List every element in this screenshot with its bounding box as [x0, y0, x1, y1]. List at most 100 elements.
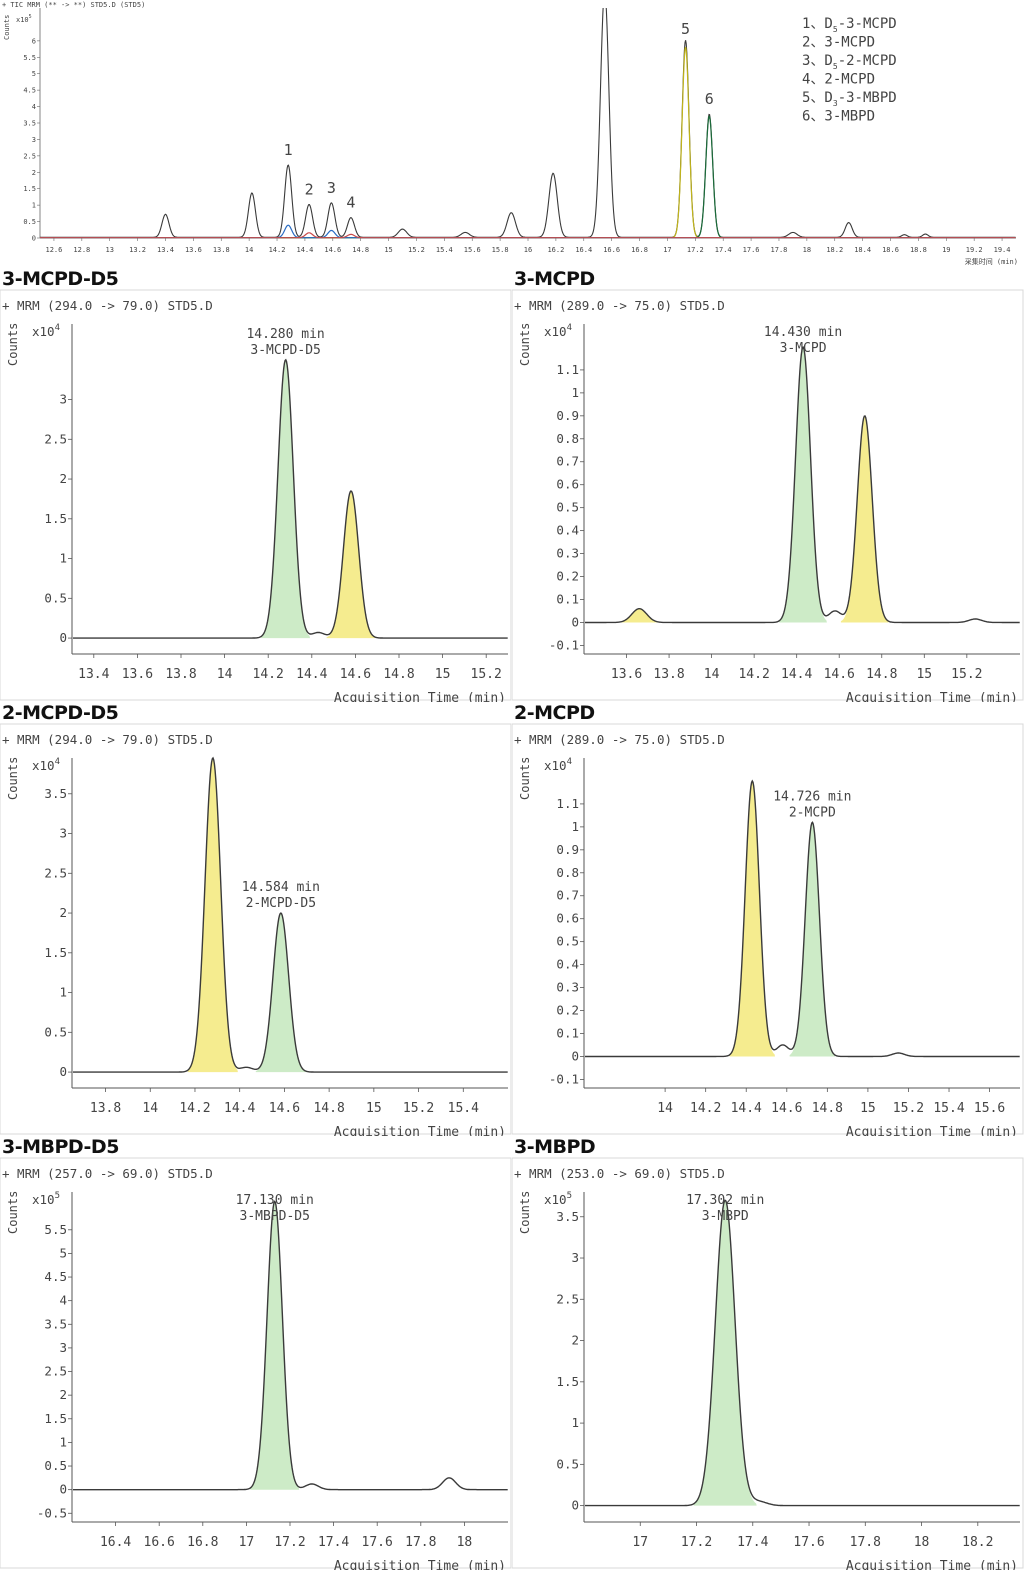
y-tick-label: 2.5 — [556, 1291, 579, 1306]
x-tick-label: 14.8 — [866, 667, 897, 682]
trace-line — [73, 756, 508, 1073]
trace-line — [73, 1200, 508, 1491]
x-tick-label: 15 — [860, 1101, 876, 1116]
tic-x-tick-label: 12.6 — [46, 246, 63, 254]
y-tick-label: 0 — [59, 1064, 67, 1079]
tic-x-tick-label: 13.4 — [157, 246, 174, 254]
x-tick-label: 17 — [239, 1535, 255, 1550]
tic-peak-label: 5 — [681, 20, 690, 38]
tic-x-tick-label: 13.6 — [185, 246, 202, 254]
x-tick-label: 15.6 — [974, 1101, 1005, 1116]
mrm-chart: + MRM (289.0 -> 75.0) STD5.D Counts x104 -0… — [512, 723, 1024, 1136]
legend-item: 4、2-MCPD — [802, 72, 875, 88]
x-tick-label: 17 — [632, 1535, 648, 1550]
x-tick-label: 15 — [916, 667, 932, 682]
x-tick-label: 15 — [366, 1101, 382, 1116]
tic-x-tick-label: 19.2 — [966, 246, 983, 254]
x-tick-label: 15.4 — [448, 1101, 479, 1116]
panel-ylabel: Counts — [518, 757, 532, 800]
y-tick-label: -0.5 — [37, 1505, 67, 1520]
y-tick-label: 0.5 — [556, 500, 579, 515]
mrm-panel: + MRM (257.0 -> 69.0) STD5.D Counts x105 -0… — [0, 1136, 512, 1570]
mrm-panel: + MRM (294.0 -> 79.0) STD5.D Counts x104 0 0… — [0, 268, 512, 702]
tic-x-tick-label: 18.6 — [882, 246, 899, 254]
x-tick-label: 14.2 — [253, 667, 284, 682]
tic-multiplier: x105 — [16, 14, 32, 24]
tic-x-tick-label: 17 — [663, 246, 671, 254]
y-tick-label: 2 — [59, 471, 67, 486]
panel-multiplier: x104 — [32, 323, 60, 339]
tic-x-tick-label: 17.8 — [771, 246, 788, 254]
x-tick-label: 17.8 — [405, 1535, 436, 1550]
x-tick-label: 14.8 — [812, 1101, 843, 1116]
tic-x-tick-label: 16.2 — [547, 246, 564, 254]
tic-y-tick-label: 0.5 — [23, 218, 36, 226]
mrm-panel: + MRM (253.0 -> 69.0) STD5.D Counts x105 0 0… — [512, 1136, 1024, 1570]
legend-item: 1、D5-3-MCPD — [802, 16, 897, 34]
panel-ylabel: Counts — [518, 323, 532, 366]
x-tick-label: 14.8 — [383, 667, 414, 682]
panel-multiplier: x105 — [32, 1191, 60, 1207]
mrm-chart: + MRM (294.0 -> 79.0) STD5.D Counts x104 0 0… — [0, 723, 512, 1136]
tic-y-tick-label: 3.5 — [23, 120, 36, 128]
y-tick-label: 0.1 — [556, 591, 579, 606]
tic-x-tick-label: 17.4 — [715, 246, 732, 254]
tic-x-tick-label: 15 — [384, 246, 392, 254]
y-tick-label: 0.5 — [556, 934, 579, 949]
x-tick-label: 14.6 — [340, 667, 371, 682]
x-tick-label: 13.8 — [653, 667, 684, 682]
trace-line — [585, 346, 1020, 624]
x-tick-label: 13.6 — [611, 667, 642, 682]
tic-x-tick-label: 14.4 — [296, 246, 313, 254]
y-tick-label: 1 — [59, 551, 67, 566]
y-tick-label: 1 — [571, 1415, 579, 1430]
y-tick-label: 0.7 — [556, 454, 579, 469]
panel-title: 3-MCPD — [514, 268, 595, 290]
peak-area — [615, 608, 664, 623]
y-tick-label: 0 — [571, 1048, 579, 1063]
panel-ylabel: Counts — [6, 1191, 20, 1234]
peak-area — [326, 491, 376, 639]
panel-ylabel: Counts — [6, 757, 20, 800]
tic-y-tick-label: 3 — [32, 136, 36, 144]
x-tick-label: 14.8 — [313, 1101, 344, 1116]
y-tick-label: 0 — [59, 630, 67, 645]
x-tick-label: 14.4 — [296, 667, 327, 682]
compound-label: 3-MBPD-D5 — [240, 1209, 310, 1224]
tic-peak-label: 6 — [705, 90, 714, 108]
x-tick-label: 15.2 — [471, 667, 502, 682]
x-axis-label: Acquisition Time (min) — [334, 691, 506, 702]
tic-y-tick-label: 2.5 — [23, 152, 36, 160]
y-tick-label: 0.8 — [556, 431, 579, 446]
peak-area — [729, 781, 775, 1057]
panel-ylabel: Counts — [6, 323, 20, 366]
x-tick-label: 18 — [914, 1535, 930, 1550]
y-tick-label: 0.2 — [556, 569, 579, 584]
y-tick-label: 0.3 — [556, 546, 579, 561]
tic-x-tick-label: 15.6 — [464, 246, 481, 254]
x-tick-label: 14.4 — [731, 1101, 762, 1116]
panel-ylabel: Counts — [518, 1191, 532, 1234]
tic-y-tick-label: 4.5 — [23, 87, 36, 95]
y-tick-label: 2 — [59, 1387, 67, 1402]
tic-y-tick-label: 1 — [32, 202, 36, 210]
tic-x-tick-label: 16.6 — [603, 246, 620, 254]
trace-line — [73, 358, 508, 639]
y-tick-label: 3.5 — [44, 1316, 67, 1331]
y-tick-label: 3 — [59, 826, 67, 841]
legend-item: 3、D5-2-MCPD — [802, 53, 897, 71]
y-tick-label: 0.5 — [44, 590, 67, 605]
y-tick-label: 0.4 — [556, 957, 579, 972]
panel-title: 2-MCPD-D5 — [2, 702, 119, 724]
x-tick-label: 13.6 — [122, 667, 153, 682]
x-tick-label: 15.4 — [933, 1101, 964, 1116]
x-tick-label: 15.2 — [951, 667, 982, 682]
x-axis-label: Acquisition Time (min) — [334, 1559, 506, 1570]
tic-x-tick-label: 19 — [942, 246, 950, 254]
y-tick-label: 0.9 — [556, 408, 579, 423]
tic-x-tick-label: 12.8 — [73, 246, 90, 254]
y-tick-label: 0.5 — [556, 1456, 579, 1471]
panel-multiplier: x105 — [544, 1191, 572, 1207]
y-tick-label: 0.6 — [556, 477, 579, 492]
x-tick-label: 16.8 — [187, 1535, 218, 1550]
